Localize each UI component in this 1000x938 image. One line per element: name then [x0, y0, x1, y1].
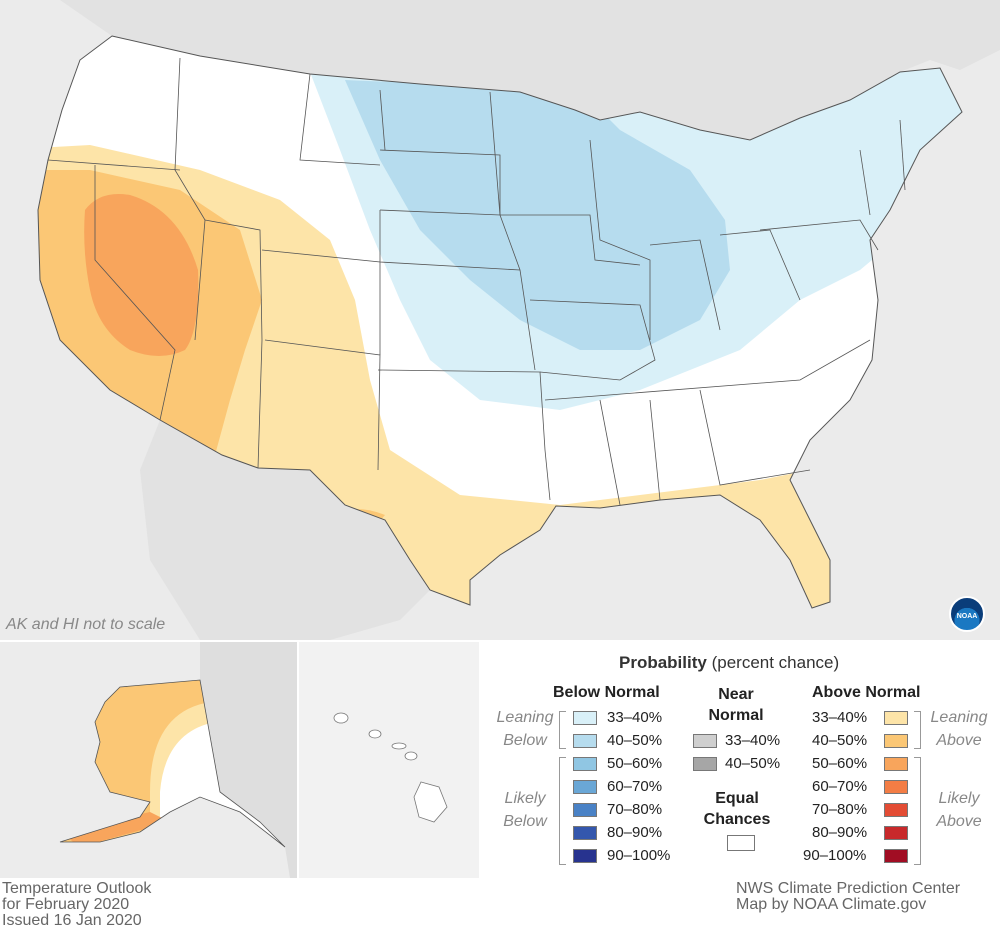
source-credit-line1: NWS Climate Prediction Center — [736, 880, 961, 897]
label-above-70-80: 70–80% — [812, 801, 868, 818]
above-likely-line1: Likely — [938, 790, 980, 807]
swatch-below-60-70 — [573, 780, 597, 794]
near-normal-heading-line2: Normal — [708, 707, 764, 724]
label-near-40-50: 40–50% — [725, 755, 781, 772]
outlook-caption-line1: Temperature Outlook — [2, 880, 152, 897]
label-above-50-60: 50–60% — [812, 755, 868, 772]
legend-title-main: Probability — [619, 653, 707, 672]
outlook-caption-line2: for February 2020 — [2, 896, 130, 913]
above-leaning-label: Leaning Above — [921, 706, 997, 752]
label-above-90-100: 90–100% — [803, 847, 867, 864]
swatch-above-70-80 — [884, 803, 908, 817]
equal-chances-heading-line1: Equal — [715, 790, 759, 807]
label-below-40-50: 40–50% — [607, 732, 663, 749]
near-normal-heading: Near Normal — [707, 684, 765, 726]
swatch-equal-chances — [727, 835, 755, 851]
outlook-caption: Temperature Outlook for February 2020 Is… — [2, 881, 151, 929]
below-leaning-label: Leaning Below — [485, 706, 565, 752]
noaa-logo-text: NOAA — [956, 613, 978, 620]
below-normal-heading: Below Normal — [553, 684, 660, 701]
alaska-outline — [59, 679, 286, 848]
label-below-80-90: 80–90% — [607, 824, 663, 841]
below-leaning-line1: Leaning — [496, 709, 554, 726]
swatch-above-40-50 — [884, 734, 908, 748]
canada-land — [0, 0, 1000, 140]
above-normal-heading: Above Normal — [812, 684, 921, 701]
hawaii-islands — [333, 712, 448, 823]
label-above-33-40: 33–40% — [812, 709, 868, 726]
above-likely-label: Likely Above — [921, 787, 997, 833]
below-leaning-line2: Below — [503, 732, 547, 749]
hawaii-inset — [299, 642, 479, 878]
label-above-40-50: 40–50% — [812, 732, 868, 749]
label-below-33-40: 33–40% — [607, 709, 663, 726]
legend: Probability (percent chance) Below Norma… — [481, 642, 1000, 878]
above-leaning-line2: Above — [936, 732, 982, 749]
scale-note: AK and HI not to scale — [6, 616, 166, 633]
equal-chances-heading: Equal Chances — [703, 788, 771, 830]
below-likely-label: Likely Below — [485, 787, 565, 833]
swatch-above-90-100 — [884, 849, 908, 863]
above-normal-50-60-region — [84, 194, 199, 356]
below-likely-line1: Likely — [504, 790, 546, 807]
us-map-svg — [0, 0, 1000, 640]
swatch-below-80-90 — [573, 826, 597, 840]
below-likely-bracket — [559, 757, 566, 865]
swatch-below-33-40 — [573, 711, 597, 725]
label-above-80-90: 80–90% — [812, 824, 868, 841]
swatch-below-50-60 — [573, 757, 597, 771]
noaa-logo: NOAA — [949, 596, 985, 632]
swatch-above-33-40 — [884, 711, 908, 725]
above-leaning-bracket — [914, 711, 921, 749]
label-below-70-80: 70–80% — [607, 801, 663, 818]
above-likely-line2: Above — [936, 813, 982, 830]
legend-title: Probability (percent chance) — [619, 653, 839, 673]
above-leaning-line1: Leaning — [930, 709, 988, 726]
label-near-33-40: 33–40% — [725, 732, 781, 749]
swatch-below-90-100 — [573, 849, 597, 863]
contiguous-us-map: AK and HI not to scale NOAA — [0, 0, 1000, 640]
outlook-caption-line3: Issued 16 Jan 2020 — [2, 912, 142, 929]
label-above-60-70: 60–70% — [812, 778, 868, 795]
near-normal-heading-line1: Near — [718, 686, 754, 703]
legend-title-suffix: (percent chance) — [711, 653, 840, 672]
equal-chances-heading-line2: Chances — [703, 811, 771, 828]
alaska-svg — [59, 642, 297, 878]
below-likely-line2: Below — [503, 813, 547, 830]
label-below-60-70: 60–70% — [607, 778, 663, 795]
alaska-inset — [0, 642, 297, 878]
swatch-near-40-50 — [693, 757, 717, 771]
swatch-above-80-90 — [884, 826, 908, 840]
swatch-near-33-40 — [693, 734, 717, 748]
swatch-below-70-80 — [573, 803, 597, 817]
state-borders — [37, 35, 963, 609]
swatch-above-50-60 — [884, 757, 908, 771]
above-likely-bracket — [914, 757, 921, 865]
source-credit: NWS Climate Prediction Center Map by NOA… — [736, 881, 960, 913]
mexico-land — [140, 420, 430, 640]
swatch-below-40-50 — [573, 734, 597, 748]
below-leaning-bracket — [559, 711, 566, 749]
hawaii-svg — [333, 712, 448, 823]
label-below-50-60: 50–60% — [607, 755, 663, 772]
swatch-above-60-70 — [884, 780, 908, 794]
label-below-90-100: 90–100% — [607, 847, 671, 864]
source-credit-line2: Map by NOAA Climate.gov — [736, 896, 927, 913]
canada-inset-land — [200, 642, 297, 878]
